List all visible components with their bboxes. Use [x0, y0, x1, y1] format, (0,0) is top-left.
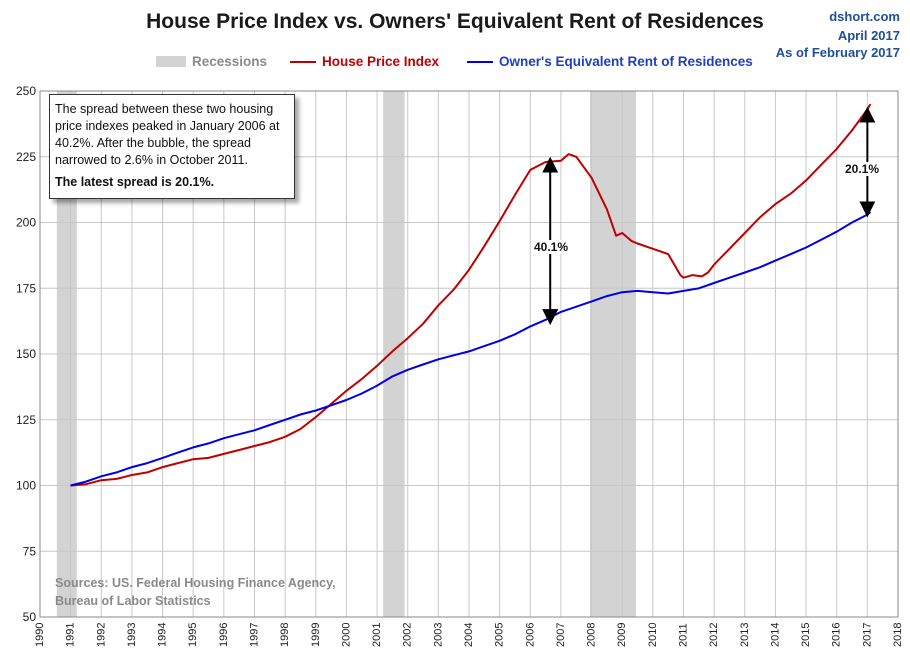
- legend-hpi: House Price Index: [290, 54, 439, 69]
- legend-hpi-swatch: [290, 60, 316, 63]
- source-line-2: Bureau of Labor Statistics: [55, 594, 211, 608]
- x-tick-label-1990: 1990: [34, 623, 46, 647]
- note-text: The spread between these two housing pri…: [55, 102, 280, 167]
- x-tick-label-1998: 1998: [279, 623, 291, 647]
- x-tick-label-2014: 2014: [769, 623, 781, 647]
- plot-border: [39, 90, 899, 618]
- x-tick-label-2013: 2013: [739, 623, 751, 647]
- x-tick-label-2005: 2005: [494, 623, 506, 647]
- y-tick-label-225: 225: [16, 150, 36, 164]
- x-tick-label-2002: 2002: [402, 623, 414, 647]
- legend-oer-label: Owner's Equivalent Rent of Residences: [499, 54, 753, 69]
- source-line-1: Sources: US. Federal Housing Finance Age…: [55, 576, 336, 590]
- y-tick-label-50: 50: [23, 610, 37, 624]
- x-tick-label-2012: 2012: [708, 623, 720, 647]
- note-latest: The latest spread is 20.1%.: [55, 175, 215, 189]
- x-tick-label-2017: 2017: [861, 623, 873, 647]
- credit-site: dshort.com: [829, 9, 900, 24]
- y-tick-label-100: 100: [16, 479, 36, 493]
- y-tick-label-250: 250: [16, 84, 36, 98]
- x-tick-label-1999: 1999: [310, 623, 322, 647]
- x-tick-label-1992: 1992: [95, 623, 107, 647]
- x-tick-label-2009: 2009: [616, 623, 628, 647]
- y-tick-label-150: 150: [16, 347, 36, 361]
- x-tick-label-2004: 2004: [463, 623, 475, 647]
- x-tick-label-2001: 2001: [371, 623, 383, 647]
- y-tick-label-125: 125: [16, 413, 36, 427]
- note-box: The spread between these two housing pri…: [49, 94, 295, 199]
- x-tick-label-2018: 2018: [892, 623, 904, 647]
- x-tick-label-1993: 1993: [126, 623, 138, 647]
- legend-recessions-swatch: [156, 56, 186, 67]
- y-tick-label-75: 75: [23, 544, 37, 558]
- series-line-oer: [70, 211, 872, 487]
- x-tick-label-2003: 2003: [432, 623, 444, 647]
- credit-date: April 2017: [837, 28, 900, 43]
- x-tick-label-1991: 1991: [65, 623, 77, 647]
- legend-oer-swatch: [467, 60, 493, 63]
- annotation-latest-spread: 20.1%: [843, 162, 882, 176]
- chart-title: House Price Index vs. Owners' Equivalent…: [146, 10, 764, 33]
- legend-oer: Owner's Equivalent Rent of Residences: [467, 54, 753, 69]
- x-tick-label-1994: 1994: [157, 623, 169, 647]
- legend-hpi-label: House Price Index: [322, 54, 440, 69]
- x-tick-label-2011: 2011: [678, 623, 690, 647]
- credit-asof: As of February 2017: [775, 45, 900, 60]
- x-tick-label-1995: 1995: [187, 623, 199, 647]
- x-tick-label-2000: 2000: [340, 623, 352, 647]
- x-tick-label-2006: 2006: [524, 623, 536, 647]
- y-tick-label-175: 175: [16, 281, 36, 295]
- y-tick-label-200: 200: [16, 216, 36, 230]
- series-line-hpi: [70, 103, 872, 487]
- legend-recessions: Recessions: [156, 54, 267, 69]
- x-tick-label-2007: 2007: [555, 623, 567, 647]
- x-tick-label-2010: 2010: [647, 623, 659, 647]
- x-tick-label-1996: 1996: [218, 623, 230, 647]
- x-tick-label-1997: 1997: [249, 623, 261, 647]
- x-tick-label-2015: 2015: [800, 623, 812, 647]
- x-tick-label-2016: 2016: [831, 623, 843, 647]
- annotation-peak-spread: 40.1%: [532, 240, 571, 254]
- x-tick-label-2008: 2008: [586, 623, 598, 647]
- legend-recessions-label: Recessions: [192, 54, 268, 69]
- source-note: Sources: US. Federal Housing Finance Age…: [55, 574, 336, 610]
